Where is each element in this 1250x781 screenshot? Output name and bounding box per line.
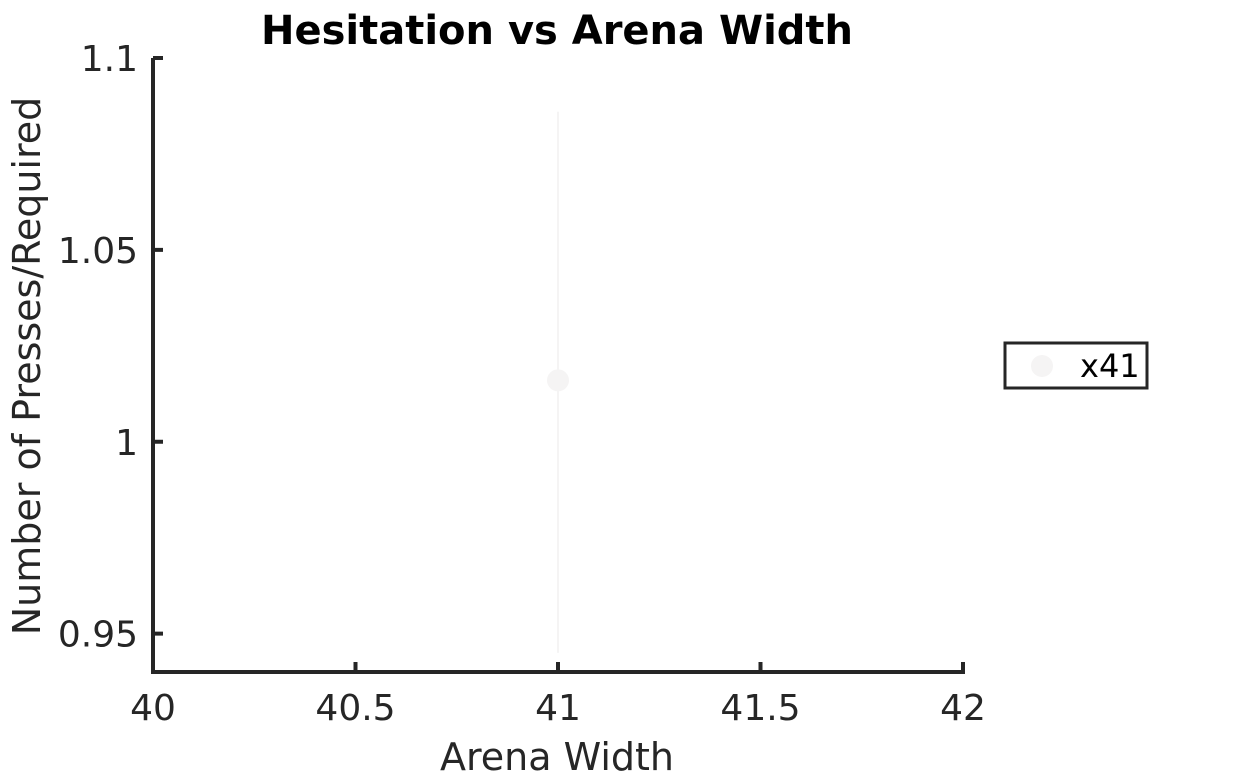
y-tick-label: 1.1 <box>81 39 138 80</box>
legend: x41 <box>1003 341 1149 390</box>
series-layer <box>547 111 569 653</box>
y-axis-label: Number of Presses/Required <box>5 97 49 636</box>
x-ticks: 40 40.5 41 41.5 42 <box>130 662 986 729</box>
x-tick-label: 42 <box>940 688 986 729</box>
x-axis-label: Arena Width <box>440 735 674 779</box>
y-tick-label: 1.05 <box>58 231 138 272</box>
x-tick-label: 41 <box>535 688 581 729</box>
legend-box <box>1003 341 1149 390</box>
x-tick-label: 41.5 <box>720 688 800 729</box>
x-tick-label: 40.5 <box>315 688 395 729</box>
plot-area: 40 40.5 41 41.5 42 0.95 1 1.05 1.1 <box>58 39 986 729</box>
y-tick-label: 1 <box>115 423 138 464</box>
chart-title: Hesitation vs Arena Width <box>261 8 853 54</box>
legend-marker-x41 <box>1031 355 1053 377</box>
data-point <box>547 369 569 392</box>
y-ticks: 0.95 1 1.05 1.1 <box>58 39 163 656</box>
y-tick-label: 0.95 <box>58 615 138 656</box>
x-tick-label: 40 <box>130 688 176 729</box>
legend-label-x41: x41 <box>1080 347 1140 385</box>
